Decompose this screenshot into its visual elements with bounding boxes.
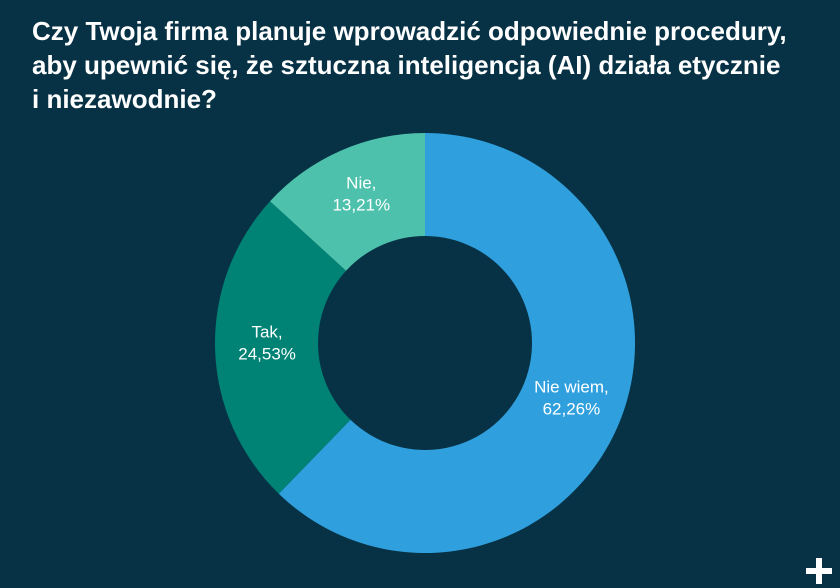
- chart-title-line-1: Czy Twoja firma planuje wprowadzić odpow…: [32, 16, 787, 46]
- slice-label-0: Nie wiem, 62,26%: [534, 377, 609, 418]
- slice-label-name-1: Tak,: [251, 323, 282, 342]
- chart-title-line-3: i niezawodnie?: [32, 84, 217, 114]
- slice-label-1: Tak, 24,53%: [238, 323, 296, 364]
- donut-slice-0: [278, 133, 635, 553]
- slice-label-value-0: 62,26%: [543, 399, 601, 418]
- slice-label-name-2: Nie,: [346, 173, 376, 192]
- plus-icon[interactable]: [806, 558, 832, 584]
- chart-title-line-2: aby upewnić się, że sztuczna inteligencj…: [32, 50, 781, 80]
- slice-label-2: Nie, 13,21%: [332, 173, 390, 214]
- donut-slice-2: [270, 133, 425, 271]
- slice-label-value-1: 24,53%: [238, 345, 296, 364]
- donut-slice-1: [215, 201, 351, 494]
- chart-title: Czy Twoja firma planuje wprowadzić odpow…: [32, 14, 822, 116]
- slice-label-value-2: 13,21%: [332, 195, 390, 214]
- slice-label-name-0: Nie wiem,: [534, 377, 609, 396]
